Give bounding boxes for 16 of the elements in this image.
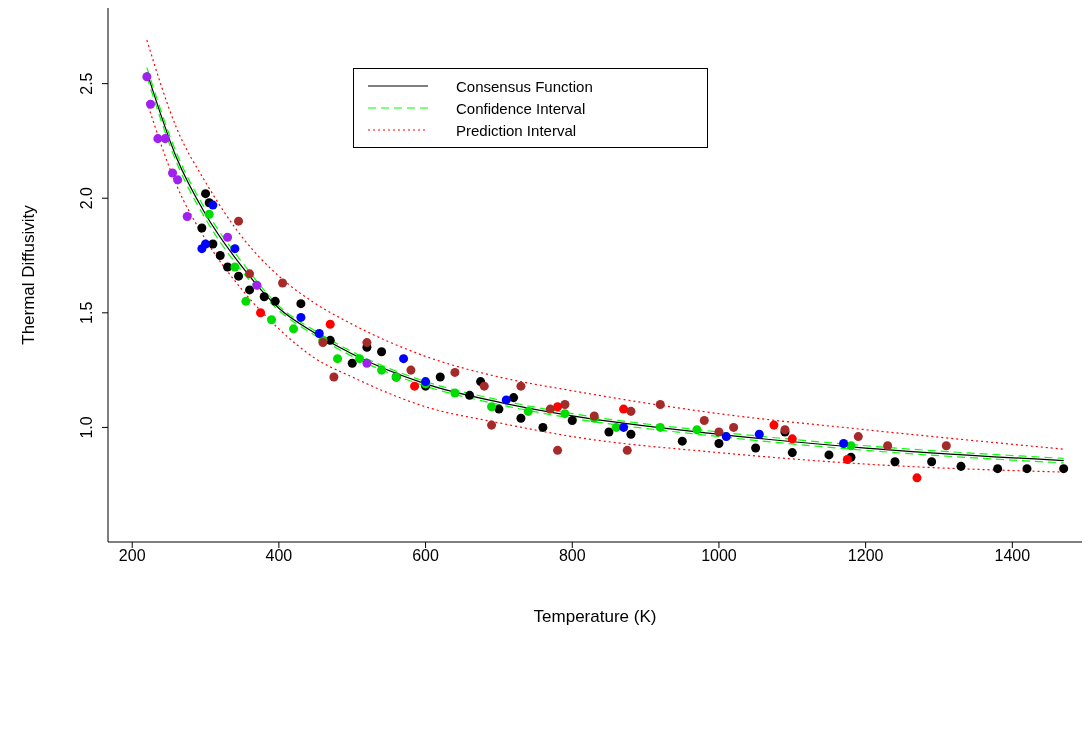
x-tick-label: 800 — [558, 547, 586, 565]
x-tick-label: 1400 — [994, 547, 1031, 565]
legend-label: Confidence Interval — [456, 99, 586, 117]
y-tick-label: 1.5 — [78, 301, 95, 324]
x-tick-label: 200 — [118, 547, 146, 565]
y-tick-label: 2.5 — [78, 72, 95, 95]
x-tick-label: 400 — [265, 547, 293, 565]
x-tick-label: 1000 — [701, 547, 737, 565]
x-tick-label: 1200 — [847, 547, 884, 565]
y-tick-label: 1.0 — [78, 416, 95, 439]
y-tick-label: 2.0 — [78, 187, 95, 210]
legend-label: Consensus Function — [456, 77, 593, 95]
y-axis-title: Thermal Diffusivity — [19, 204, 39, 345]
x-axis-title: Temperature (K) — [533, 607, 657, 626]
legend-label: Prediction Interval — [456, 121, 577, 139]
x-tick-label: 600 — [412, 547, 440, 565]
